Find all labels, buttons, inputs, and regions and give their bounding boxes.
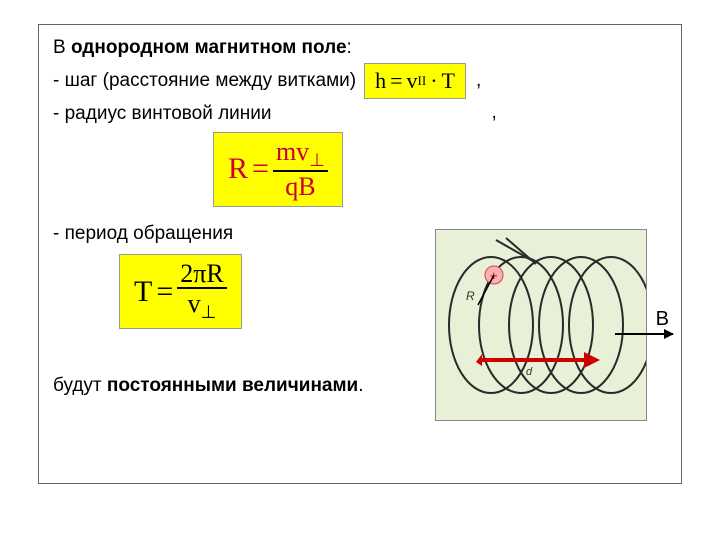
R-vsub: ⊥ <box>309 150 325 170</box>
b-vector: В <box>615 308 673 335</box>
R-lhs: R <box>228 152 248 186</box>
slide-frame: В однородном магнитном поле: - шаг (расс… <box>38 24 682 484</box>
formula-R: R = mv⊥ qB <box>213 132 343 206</box>
R-q: q <box>285 172 298 201</box>
h-lhs: h <box>375 68 386 94</box>
radius-label: - радиус винтовой линии <box>53 101 272 127</box>
radius-row: - радиус винтовой линии , <box>53 101 667 127</box>
h-dot: · <box>430 68 437 94</box>
concl-b: постоянными величинами <box>107 375 358 396</box>
T-v: v <box>188 289 201 318</box>
h-eq: = <box>390 68 402 94</box>
R-num: mv⊥ <box>273 139 328 171</box>
T-den: v⊥ <box>185 289 220 321</box>
R-m: m <box>276 137 296 166</box>
T-2: 2 <box>180 259 193 288</box>
T-num: 2πR <box>177 261 226 289</box>
R-B: B <box>298 172 315 201</box>
h-v: v <box>407 68 418 94</box>
pitch-row: - шаг (расстояние между витками) h = vII… <box>53 63 667 99</box>
T-R: R <box>206 259 223 288</box>
title-prefix: В <box>53 37 71 58</box>
T-eq: = <box>156 275 173 309</box>
comma2: , <box>492 102 497 124</box>
b-label: В <box>656 308 669 331</box>
h-vsub: II <box>418 73 427 89</box>
title-colon: : <box>347 37 352 58</box>
pitch-label: - шаг (расстояние между витками) <box>53 68 356 94</box>
R-eq: = <box>252 152 269 186</box>
T-lhs: T <box>134 275 152 309</box>
title-line: В однородном магнитном поле: <box>53 35 667 61</box>
title-bold: однородном магнитном поле <box>71 37 347 58</box>
formula-h: h = vII · T <box>364 63 466 99</box>
formula-T: T = 2πR v⊥ <box>119 254 242 328</box>
T-vsub: ⊥ <box>201 303 217 323</box>
comma1: , <box>476 70 481 92</box>
concl-a: будут <box>53 375 107 396</box>
R-v: v <box>296 137 309 166</box>
T-pi: π <box>193 259 206 288</box>
h-T: T <box>442 68 455 94</box>
concl-c: . <box>358 375 363 396</box>
svg-text:R: R <box>466 289 475 303</box>
b-arrow-icon <box>615 333 673 335</box>
R-den: qB <box>282 172 318 200</box>
svg-text:d: d <box>526 366 533 378</box>
